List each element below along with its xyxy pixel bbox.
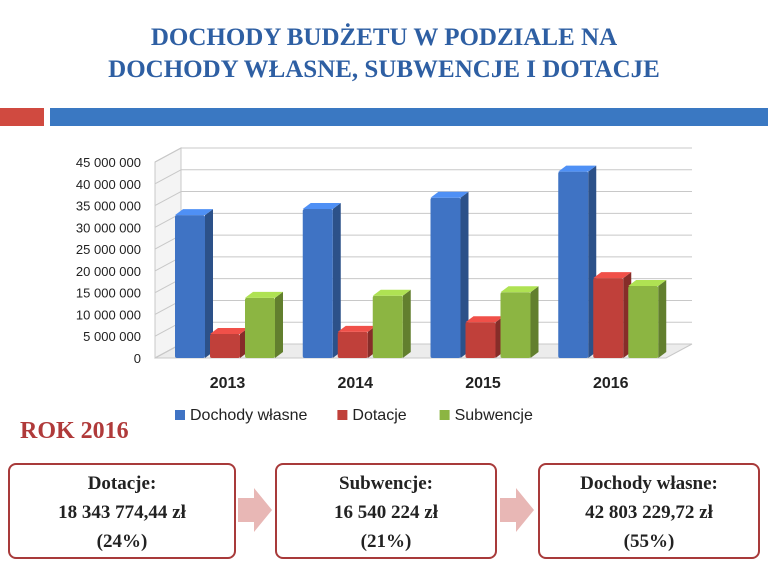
box-percent: (24%): [96, 531, 148, 552]
legend-swatch: [175, 410, 185, 420]
box-percent: (55%): [623, 531, 675, 552]
y-tick-label: 35 000 000: [76, 199, 141, 214]
x-tick-label: 2016: [593, 375, 629, 392]
x-tick-label: 2015: [465, 375, 501, 392]
bar-top: [500, 286, 539, 293]
legend-swatch: [439, 410, 450, 420]
legend-swatch: [337, 410, 348, 420]
summary-box-dotacje: Dotacje: 18 343 774,44 zł (24%): [8, 463, 236, 559]
bar: [500, 292, 531, 358]
box-label: Subwencje:: [339, 473, 433, 494]
gridline-side: [154, 169, 182, 185]
bar-top: [175, 209, 213, 216]
y-tick-label: 30 000 000: [76, 220, 141, 235]
bar: [372, 295, 403, 358]
bar-top: [372, 289, 411, 296]
y-tick-label: 5 000 000: [83, 329, 141, 344]
gridline-side: [154, 147, 182, 163]
y-tick-label: 15 000 000: [76, 286, 141, 301]
y-tick-label: 10 000 000: [76, 307, 141, 322]
y-tick-label: 45 000 000: [76, 155, 141, 170]
box-amount: 18 343 774,44 zł: [58, 502, 186, 523]
bar: [210, 334, 240, 358]
bar-chart: 0 5 000 000 10 000 000 15 000 000 20 000 000…: [76, 147, 693, 424]
bar-top: [465, 316, 504, 323]
bar-top: [302, 203, 341, 210]
bar: [337, 331, 368, 358]
summary-box-dochody-wlasne: Dochody własne: 42 803 229,72 zł (55%): [538, 463, 760, 559]
bar-side: [402, 289, 411, 358]
bar-top: [210, 328, 248, 335]
year-heading: ROK 2016: [20, 418, 129, 444]
box-amount: 42 803 229,72 zł: [585, 502, 713, 523]
y-tick-label: 20 000 000: [76, 264, 141, 279]
box-label: Dotacje:: [87, 473, 157, 494]
bar-top: [245, 291, 283, 298]
box-label: Dochody własne:: [580, 473, 718, 494]
bar: [175, 215, 205, 358]
accent-bar-blue: [50, 108, 768, 126]
legend-label: Subwencje: [455, 407, 533, 424]
bar-side: [275, 291, 283, 358]
y-tick-label: 40 000 000: [76, 177, 141, 192]
bar: [628, 285, 659, 358]
legend-label: Dotacje: [352, 407, 406, 424]
box-amount: 16 540 224 zł: [334, 502, 438, 523]
gridline-side: [154, 191, 182, 206]
x-tick-label: 2013: [210, 375, 246, 392]
bar: [302, 209, 333, 358]
y-tick-label: 0: [134, 351, 141, 366]
bar-top: [628, 279, 667, 286]
bar-side: [332, 203, 341, 358]
bar: [465, 322, 496, 358]
bar-side: [530, 286, 539, 358]
bar-side: [460, 191, 469, 358]
bar-top: [593, 272, 632, 279]
bar: [245, 297, 275, 358]
bar-top: [558, 165, 597, 172]
bar-side: [658, 279, 667, 358]
bar-top: [337, 325, 376, 332]
title-line-1: DOCHODY BUDŻETU W PODZIALE NA: [150, 24, 618, 51]
bar: [593, 278, 624, 358]
accent-bar-red: [0, 108, 44, 126]
bar-side: [205, 209, 213, 358]
y-tick-label: 25 000 000: [76, 242, 141, 257]
bar: [430, 197, 461, 358]
title-line-2: DOCHODY WŁASNE, SUBWENCJE I DOTACJE: [108, 56, 660, 83]
arrow-right-icon: [500, 488, 534, 532]
arrow-right-icon: [238, 488, 272, 532]
page-title: DOCHODY BUDŻETU W PODZIALE NA DOCHODY WŁ…: [0, 22, 768, 86]
x-tick-label: 2014: [337, 375, 373, 392]
bar-top: [430, 191, 469, 198]
box-percent: (21%): [360, 531, 412, 552]
summary-box-subwencje: Subwencje: 16 540 224 zł (21%): [275, 463, 497, 559]
legend-label: Dochody własne: [190, 407, 308, 424]
bar: [558, 171, 589, 358]
